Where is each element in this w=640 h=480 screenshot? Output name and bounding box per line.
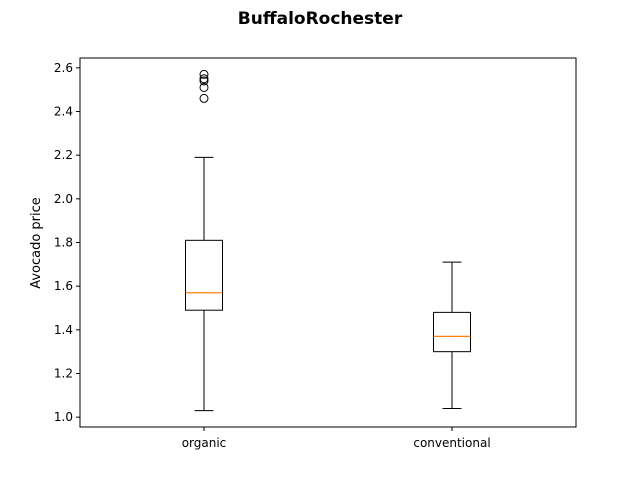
iqr-box bbox=[433, 311, 471, 353]
y-tick-label: 2.6 bbox=[54, 61, 73, 75]
x-tick-label: organic bbox=[182, 436, 227, 450]
y-axis-label: Avocado price bbox=[29, 197, 44, 289]
y-tick-label: 1.4 bbox=[54, 323, 73, 337]
y-tick-label: 1.6 bbox=[54, 279, 73, 293]
y-tick-label: 1.8 bbox=[54, 236, 73, 250]
y-tick-label: 2.0 bbox=[54, 192, 73, 206]
y-tick-label: 1.0 bbox=[54, 410, 73, 424]
y-tick-label: 2.2 bbox=[54, 148, 73, 162]
x-tick-label: conventional bbox=[413, 436, 490, 450]
outlier-point bbox=[199, 69, 209, 79]
outlier-point bbox=[199, 93, 209, 103]
outlier-point bbox=[199, 74, 209, 84]
iqr-box bbox=[185, 239, 223, 311]
plot-area-frame bbox=[79, 57, 577, 428]
chart-title: BuffaloRochester bbox=[238, 9, 403, 29]
plot-marks: 1.0 1.2 1.4 1.6 1.8 2.0 2.2 2.4 2.6 organic conven… bbox=[54, 61, 491, 450]
outlier-point bbox=[199, 76, 209, 86]
outlier-point bbox=[199, 82, 209, 92]
y-tick-label: 1.2 bbox=[54, 367, 73, 381]
y-tick-label: 2.4 bbox=[54, 104, 73, 118]
